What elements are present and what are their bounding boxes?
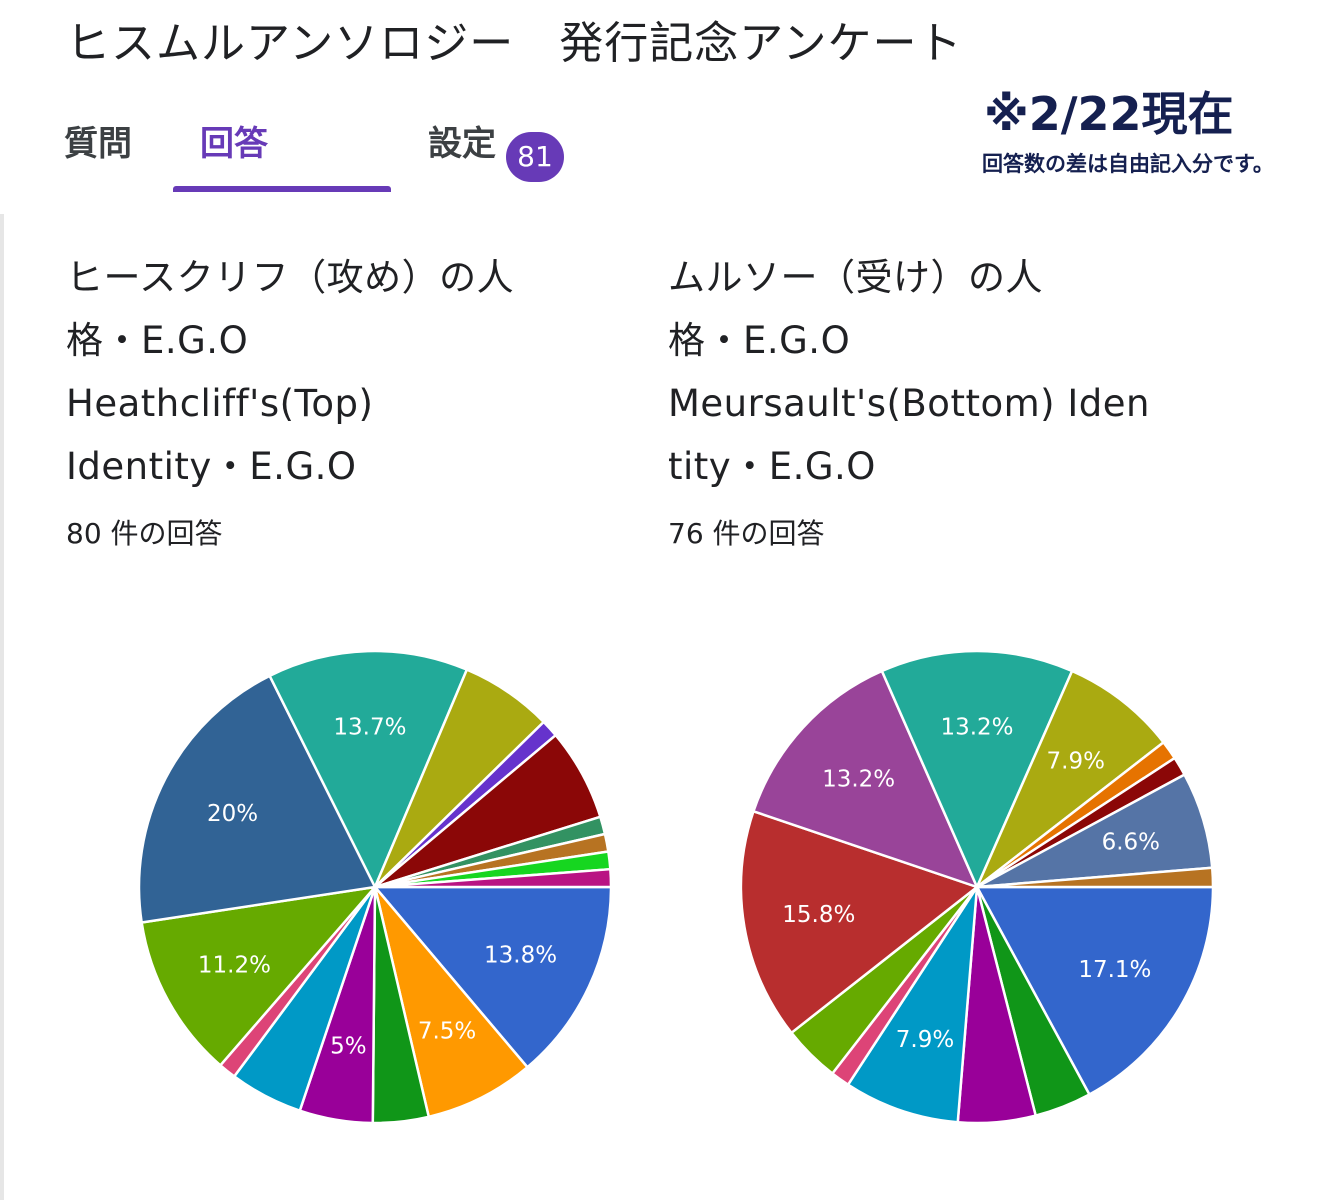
tab-responses-label: 回答 xyxy=(200,124,268,164)
question-meursault: ムルソー（受け）の人 格・E.G.O Meursault's(Bottom) I… xyxy=(668,246,1268,552)
pie-slice[interactable] xyxy=(137,674,377,924)
tab-settings[interactable]: 設定 xyxy=(428,124,496,164)
response-count-text: 80 件の回答 xyxy=(66,517,223,550)
pie-slice-label: 15.8% xyxy=(782,902,855,928)
pie-slice-label: 17.1% xyxy=(1078,957,1151,983)
question-title: ムルソー（受け）の人 格・E.G.O Meursault's(Bottom) I… xyxy=(668,256,1150,488)
pie-slice-label: 7.9% xyxy=(896,1027,954,1053)
question-title: ヒースクリフ（攻め）の人 格・E.G.O Heathcliff's(Top) I… xyxy=(66,256,515,488)
active-tab-indicator xyxy=(173,186,391,192)
pie-slice[interactable] xyxy=(752,669,979,889)
pie-slice-label: 5% xyxy=(330,1033,367,1059)
pie-slice[interactable] xyxy=(373,885,529,1119)
pie-slice[interactable] xyxy=(975,885,1215,1096)
pie-slice-label: 11.2% xyxy=(198,952,271,978)
pie-slice-label: 20% xyxy=(207,801,258,827)
content-card-edge xyxy=(0,214,4,1200)
pie-slice[interactable] xyxy=(846,885,979,1124)
tab-questions[interactable]: 質問 xyxy=(64,124,132,164)
pie-slice-label: 7.9% xyxy=(1047,749,1105,775)
note-subtitle: 回答数の差は自由記入分です。 xyxy=(982,152,1274,176)
pie-slice[interactable] xyxy=(373,885,613,1069)
pie-slice[interactable] xyxy=(880,649,1074,889)
pie-chart-meursault: 17.1% 7.9% 15.8% 13.2% 13.2% 7.9% 6.6% xyxy=(739,649,1215,1125)
pie-slice[interactable] xyxy=(739,810,979,1035)
pie-slice[interactable] xyxy=(975,866,1215,889)
pie-slice[interactable] xyxy=(268,649,469,889)
pie-slice-label: 6.6% xyxy=(1102,829,1160,855)
note-title: ※2/22現在 xyxy=(984,87,1234,141)
pie-slice-label: 13.2% xyxy=(940,715,1013,741)
question-heathcliff: ヒースクリフ（攻め）の人 格・E.G.O Heathcliff's(Top) I… xyxy=(66,246,666,552)
pie-slice-label: 13.7% xyxy=(333,715,406,741)
response-count-text: 76 件の回答 xyxy=(668,517,825,550)
pie-slice[interactable] xyxy=(373,867,613,889)
form-title: ヒスムルアンソロジー 発行記念アンケート xyxy=(66,18,963,69)
pie-slice[interactable] xyxy=(140,885,377,1067)
tab-responses[interactable]: 回答 81 xyxy=(200,122,564,182)
pie-slice-label: 13.8% xyxy=(484,943,557,969)
tab-bar: 質問 回答 81 設定 xyxy=(0,110,960,194)
pie-chart-heathcliff: 13.8% 7.5% 5% 11.2% 20% 13.7% xyxy=(137,649,613,1125)
pie-slice-label: 13.2% xyxy=(822,767,895,793)
pie-slice[interactable] xyxy=(975,669,1165,889)
response-count-badge: 81 xyxy=(506,132,564,182)
pie-slice-label: 7.5% xyxy=(418,1018,476,1044)
